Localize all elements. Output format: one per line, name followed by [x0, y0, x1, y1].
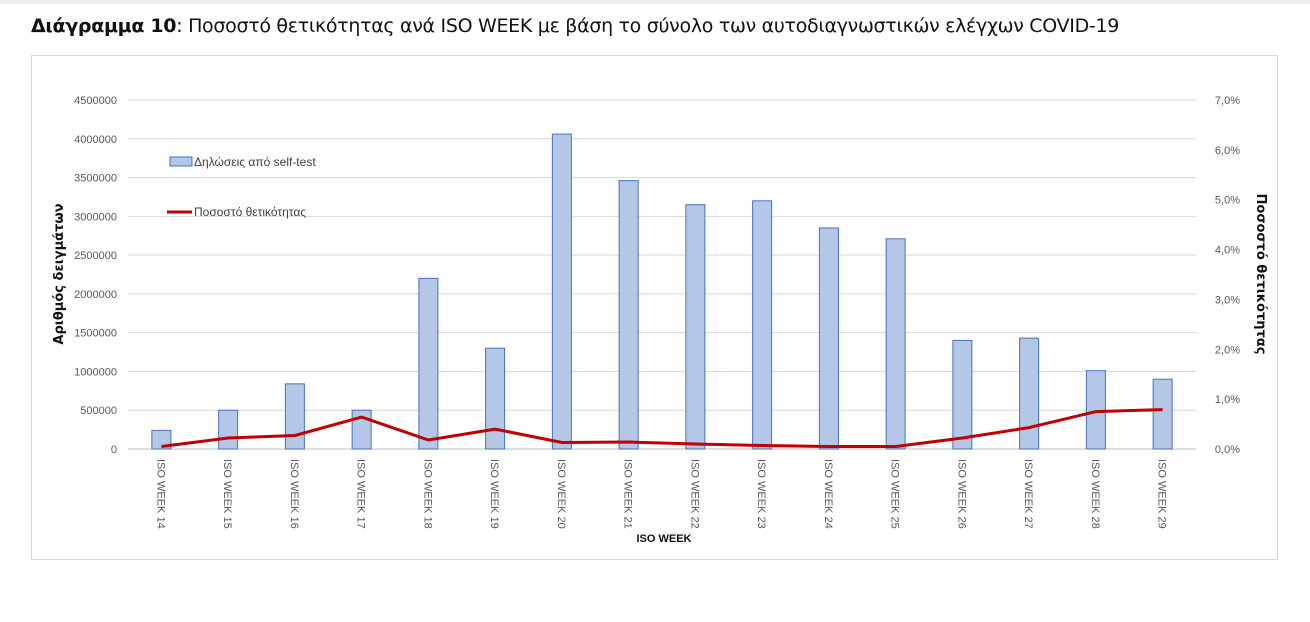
- y2-tick-label: 4,0%: [1215, 245, 1240, 257]
- x-tick-label: ISO WEEK 20: [555, 459, 567, 529]
- y-tick-label: 0: [111, 444, 117, 456]
- bar: [418, 277, 439, 450]
- y2-tick-label: 0,0%: [1215, 444, 1240, 456]
- x-tick-label: ISO WEEK 29: [1156, 459, 1168, 529]
- chart-heading: Διάγραμμα 10: Ποσοστό θετικότητας ανά IS…: [31, 15, 1119, 37]
- x-tick-label: ISO WEEK 24: [822, 459, 834, 529]
- y2-axis-title: Ποσοστό θετικότητας: [1253, 194, 1268, 355]
- bar: [1019, 337, 1040, 450]
- y-tick-label: 3000000: [74, 211, 117, 223]
- y-tick-label: 1500000: [74, 328, 117, 340]
- legend-label-bars: Δηλώσεις από self-test: [194, 155, 316, 169]
- y2-tick-label: 2,0%: [1215, 344, 1240, 356]
- y-tick-label: 4000000: [74, 134, 117, 146]
- x-tick-label: ISO WEEK 19: [488, 459, 500, 529]
- x-tick-label: ISO WEEK 23: [755, 459, 767, 529]
- x-tick-label: ISO WEEK 22: [688, 459, 700, 529]
- x-tick-label: ISO WEEK 26: [955, 459, 967, 529]
- bar: [284, 383, 305, 450]
- y-tick-label: 2500000: [74, 250, 117, 262]
- bar: [218, 409, 239, 450]
- y-axis-ticks: 0 500000 1000000 1500000 2000000 2500000 30000…: [74, 95, 117, 456]
- bar: [952, 339, 973, 450]
- y2-tick-label: 1,0%: [1215, 394, 1240, 406]
- y-tick-label: 4500000: [74, 95, 117, 107]
- bar: [485, 347, 506, 450]
- x-tick-label: ISO WEEK 16: [288, 459, 300, 529]
- bar: [618, 180, 639, 450]
- y-tick-label: 500000: [80, 405, 117, 417]
- y2-tick-label: 3,0%: [1215, 294, 1240, 306]
- y-tick-label: 1000000: [74, 366, 117, 378]
- x-tick-label: ISO WEEK 28: [1089, 459, 1101, 529]
- y-axis-title: Αριθμός δειγμάτων: [52, 203, 67, 344]
- y2-tick-label: 7,0%: [1215, 95, 1240, 107]
- x-tick-label: ISO WEEK 15: [221, 459, 233, 529]
- bar: [551, 133, 572, 450]
- bar: [1152, 378, 1173, 450]
- bar: [818, 227, 839, 450]
- gridlines: [128, 99, 1196, 450]
- x-tick-label: ISO WEEK 27: [1022, 459, 1034, 529]
- bar: [685, 204, 706, 450]
- legend-swatch-bars: [169, 156, 193, 167]
- bar-series: [151, 133, 1173, 450]
- x-axis-title: ISO WEEK: [636, 533, 691, 545]
- positivity-line: [161, 408, 1163, 448]
- y-tick-label: 2000000: [74, 289, 117, 301]
- y2-axis-ticks: 0,0% 1,0% 2,0% 3,0% 4,0% 5,0% 6,0% 7,0%: [1215, 95, 1240, 456]
- legend-label-line: Ποσοστό θετικότητας: [194, 205, 306, 219]
- top-divider: [0, 0, 1310, 4]
- heading-label: Διάγραμμα 10: [31, 15, 177, 37]
- bar: [151, 429, 172, 450]
- x-tick-label: ISO WEEK 21: [622, 459, 634, 529]
- bar: [752, 200, 773, 450]
- x-tick-label: ISO WEEK 18: [421, 459, 433, 529]
- x-tick-label: ISO WEEK 14: [154, 459, 166, 529]
- bar: [1085, 370, 1106, 450]
- y-tick-label: 3500000: [74, 173, 117, 185]
- line-series: [161, 408, 1163, 448]
- x-tick-label: ISO WEEK 25: [889, 459, 901, 529]
- x-axis-ticks: ISO WEEK 14 ISO WEEK 15 ISO WEEK 16 ISO WEE…: [154, 459, 1167, 529]
- bar: [885, 238, 906, 450]
- y2-tick-label: 5,0%: [1215, 195, 1240, 207]
- heading-text: : Ποσοστό θετικότητας ανά ISO WEEK με βά…: [176, 15, 1120, 37]
- legend: Δηλώσεις από self-test Ποσοστό θετικότητ…: [167, 155, 316, 219]
- y2-tick-label: 6,0%: [1215, 145, 1240, 157]
- x-tick-label: ISO WEEK 17: [355, 459, 367, 529]
